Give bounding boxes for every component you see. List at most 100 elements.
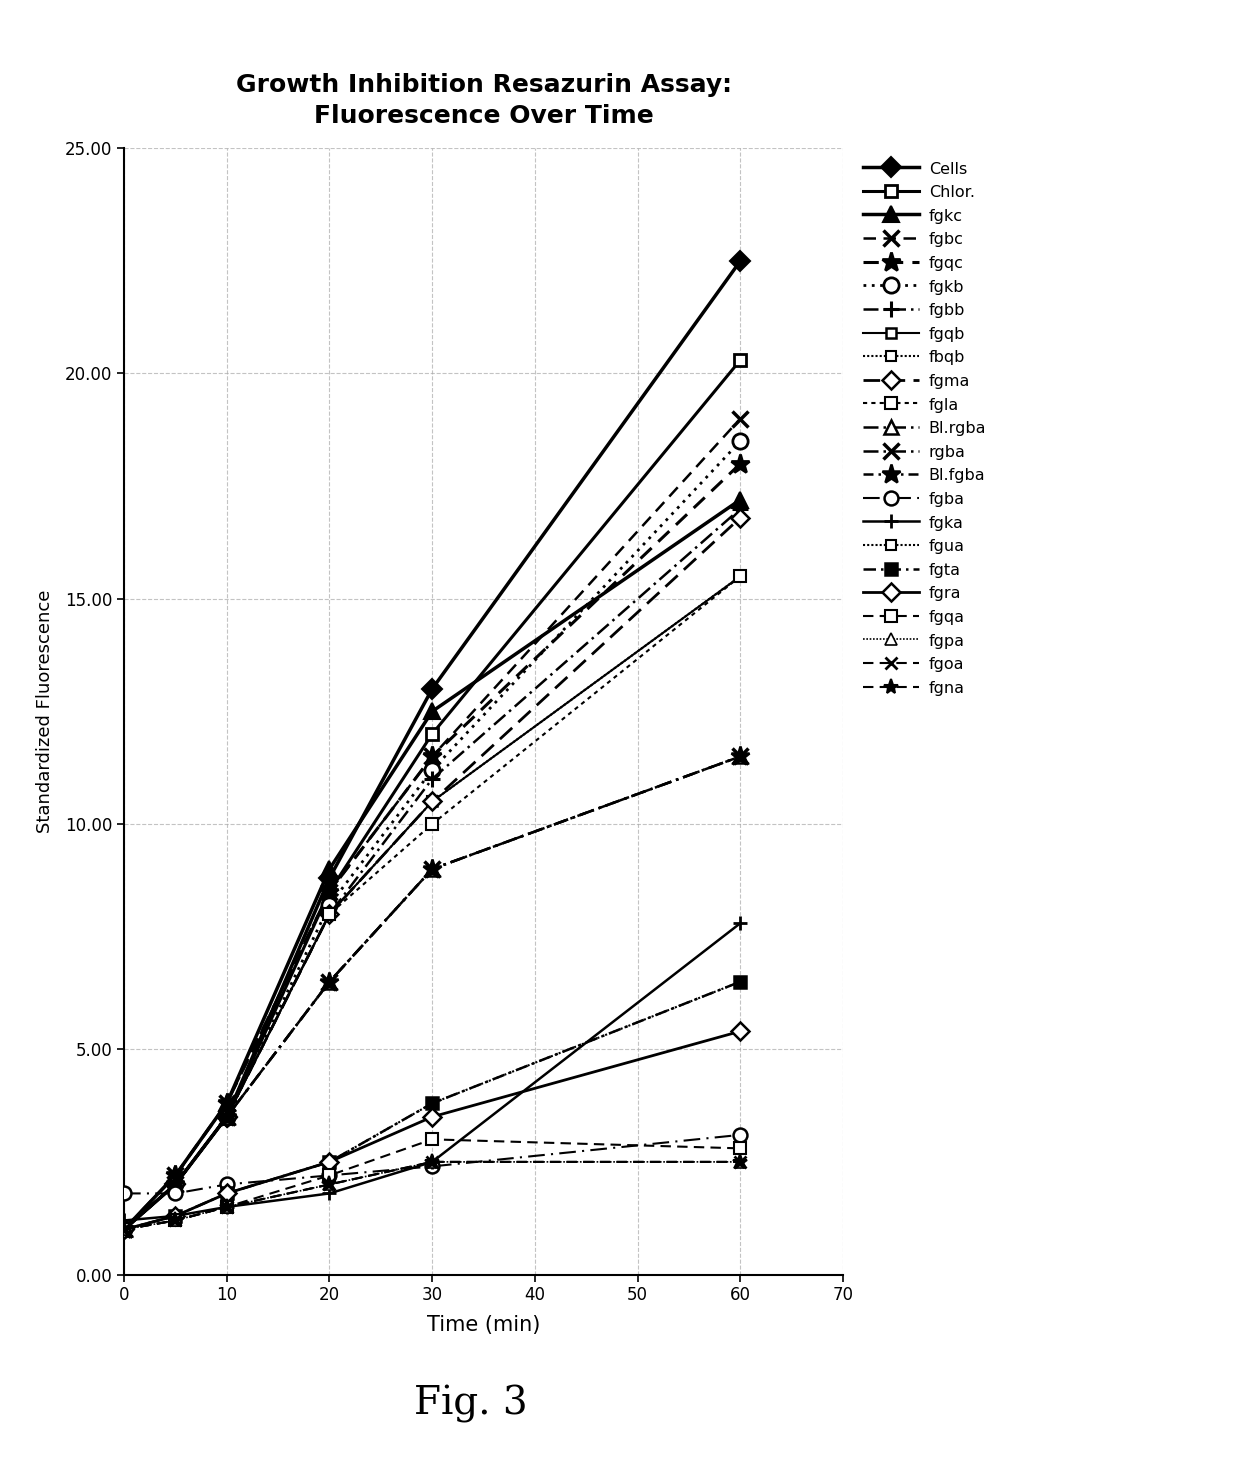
fgua xyxy=(117,1221,131,1239)
Cells xyxy=(322,868,337,886)
fgqc xyxy=(733,455,748,473)
fgta xyxy=(733,972,748,990)
fgma xyxy=(219,1109,234,1126)
fgpa xyxy=(425,1153,440,1171)
Line: fgna: fgna xyxy=(117,1154,748,1237)
rgba xyxy=(117,1221,131,1239)
fgna xyxy=(117,1221,131,1239)
Chlor. xyxy=(219,1109,234,1126)
Bl.rgba xyxy=(322,972,337,990)
Bl.rgba xyxy=(219,1109,234,1126)
fgta xyxy=(219,1184,234,1202)
fgta xyxy=(425,1094,440,1112)
fgla xyxy=(322,906,337,923)
fgoa xyxy=(425,1153,440,1171)
fgkc xyxy=(322,860,337,877)
fgqb xyxy=(167,1175,182,1193)
fgta xyxy=(117,1221,131,1239)
Line: fgqc: fgqc xyxy=(114,453,750,1239)
fgka xyxy=(733,914,748,932)
fgba xyxy=(167,1184,182,1202)
fgma xyxy=(425,793,440,811)
fgqc xyxy=(117,1221,131,1239)
Line: fgoa: fgoa xyxy=(118,1156,746,1236)
Bl.rgba xyxy=(425,860,440,877)
X-axis label: Time (min): Time (min) xyxy=(427,1316,541,1335)
Cells xyxy=(733,252,748,270)
fgra xyxy=(219,1184,234,1202)
fgqb xyxy=(733,568,748,585)
Bl.fgba xyxy=(425,860,440,877)
fgbc xyxy=(322,883,337,901)
fgbb xyxy=(425,771,440,788)
fgbc xyxy=(733,409,748,427)
fgpa xyxy=(219,1197,234,1215)
Legend: Cells, Chlor., fgkc, fgbc, fgqc, fgkb, fgbb, fgqb, fbqb, fgma, fgla, Bl.rgba, rg: Cells, Chlor., fgkc, fgbc, fgqc, fgkb, f… xyxy=(858,156,991,701)
fgba xyxy=(425,1157,440,1175)
fgua xyxy=(733,972,748,990)
Cells xyxy=(219,1109,234,1126)
fgkc xyxy=(167,1166,182,1184)
fgma xyxy=(167,1175,182,1193)
fgoa xyxy=(117,1221,131,1239)
Y-axis label: Standardized Fluorescence: Standardized Fluorescence xyxy=(36,590,53,833)
Cells xyxy=(117,1221,131,1239)
Line: Bl.rgba: Bl.rgba xyxy=(117,750,748,1236)
fgkb xyxy=(425,762,440,780)
fgua xyxy=(219,1184,234,1202)
fgua xyxy=(425,1094,440,1112)
fgla xyxy=(167,1175,182,1193)
fgkc xyxy=(733,491,748,508)
fgra xyxy=(117,1221,131,1239)
fgta xyxy=(322,1153,337,1171)
fgpa xyxy=(322,1175,337,1193)
fgna xyxy=(733,1153,748,1171)
Line: fgma: fgma xyxy=(118,511,746,1236)
fgbc xyxy=(425,747,440,765)
fgpa xyxy=(733,1153,748,1171)
Line: fgka: fgka xyxy=(117,916,748,1227)
fgra xyxy=(425,1109,440,1126)
Bl.rgba xyxy=(117,1221,131,1239)
fgqc xyxy=(425,747,440,765)
fgba xyxy=(117,1184,131,1202)
fgoa xyxy=(733,1153,748,1171)
fgna xyxy=(425,1153,440,1171)
Bl.fgba xyxy=(219,1109,234,1126)
Line: fgbc: fgbc xyxy=(117,411,748,1237)
Line: fgbb: fgbb xyxy=(117,501,748,1237)
fgbb xyxy=(733,499,748,517)
fgoa xyxy=(322,1175,337,1193)
fgma xyxy=(733,508,748,526)
fgqa xyxy=(219,1197,234,1215)
fgla xyxy=(117,1221,131,1239)
Bl.fgba xyxy=(733,747,748,765)
fgla xyxy=(425,815,440,833)
Bl.fgba xyxy=(322,972,337,990)
fgkb xyxy=(117,1221,131,1239)
rgba xyxy=(733,747,748,765)
fgqa xyxy=(167,1212,182,1230)
Chlor. xyxy=(167,1175,182,1193)
fgbb xyxy=(167,1175,182,1193)
Chlor. xyxy=(117,1221,131,1239)
fgra xyxy=(167,1206,182,1224)
fgma xyxy=(117,1221,131,1239)
fgba xyxy=(322,1166,337,1184)
Chlor. xyxy=(733,351,748,369)
fgqb xyxy=(425,793,440,811)
fgkc xyxy=(425,702,440,720)
rgba xyxy=(425,860,440,877)
fgkb xyxy=(219,1109,234,1126)
Bl.fgba xyxy=(167,1175,182,1193)
fgqb xyxy=(219,1109,234,1126)
fgkc xyxy=(117,1221,131,1239)
Chlor. xyxy=(425,725,440,742)
fgqa xyxy=(425,1131,440,1149)
fgla xyxy=(219,1109,234,1126)
fgta xyxy=(167,1206,182,1224)
fbqb xyxy=(167,1175,182,1193)
Line: fgqa: fgqa xyxy=(119,1134,746,1235)
Line: rgba: rgba xyxy=(117,748,748,1237)
fgla xyxy=(733,568,748,585)
